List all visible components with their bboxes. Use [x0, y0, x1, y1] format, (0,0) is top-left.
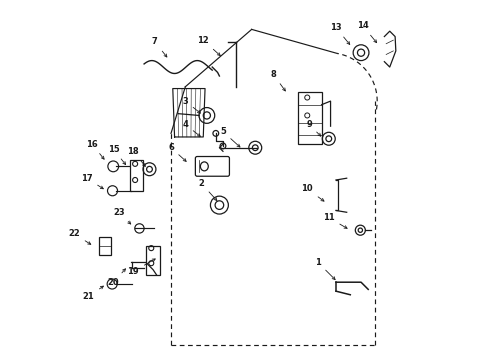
Text: 12: 12: [197, 36, 220, 55]
Text: 1: 1: [314, 258, 334, 280]
Text: 5: 5: [220, 127, 240, 147]
Bar: [298, 92, 321, 144]
Text: 7: 7: [152, 37, 166, 57]
Text: 13: 13: [329, 23, 349, 44]
Text: 22: 22: [68, 229, 91, 244]
Text: 14: 14: [356, 21, 376, 42]
Text: 15: 15: [107, 145, 125, 165]
Text: 19: 19: [127, 259, 155, 276]
Text: 10: 10: [301, 184, 324, 201]
Text: 20: 20: [107, 269, 125, 287]
Text: 23: 23: [113, 208, 130, 224]
Bar: [129, 160, 143, 191]
Text: 18: 18: [127, 147, 145, 166]
Text: 11: 11: [322, 213, 346, 228]
Text: 8: 8: [270, 70, 285, 91]
Text: 21: 21: [82, 286, 103, 301]
Text: 17: 17: [81, 174, 103, 189]
Text: 16: 16: [86, 140, 104, 159]
Text: 4: 4: [182, 120, 200, 136]
Bar: [99, 237, 111, 255]
Text: 2: 2: [198, 179, 217, 201]
Text: 6: 6: [168, 143, 186, 161]
Bar: [145, 246, 159, 275]
Text: 9: 9: [305, 120, 320, 136]
Text: 3: 3: [182, 96, 200, 113]
